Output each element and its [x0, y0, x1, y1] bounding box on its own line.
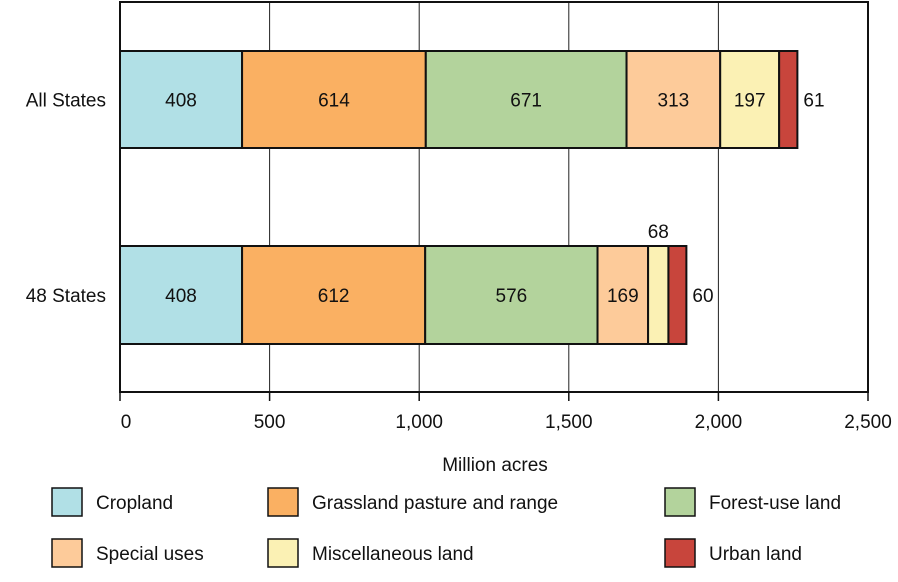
x-tick-label: 1,500: [545, 412, 593, 433]
legend-label: Miscellaneous land: [312, 544, 474, 565]
legend-label: Cropland: [96, 493, 173, 514]
category-label: 48 States: [26, 286, 106, 307]
bar-segment: [596, 245, 650, 345]
x-tick-label: 0: [121, 412, 132, 433]
x-tick-label: 2,500: [844, 412, 892, 433]
x-tick-label: 2,000: [695, 412, 743, 433]
data-label: 671: [510, 91, 542, 112]
legend-swatch: [51, 487, 83, 517]
bar-segment: [647, 245, 670, 345]
bar-segment: [119, 245, 244, 345]
data-label: 60: [692, 286, 713, 307]
bar-segment: [119, 50, 244, 149]
data-label: 68: [648, 222, 669, 243]
data-label: 408: [165, 91, 197, 112]
legend-label: Grassland pasture and range: [312, 493, 558, 514]
category-labels: All States 48 States: [26, 91, 106, 308]
legend: Cropland Grassland pasture and range Fores…: [51, 487, 841, 568]
legend-label: Urban land: [709, 544, 802, 565]
legend-swatch: [664, 487, 696, 517]
data-label: 612: [318, 286, 350, 307]
data-labels: 408 614 671 313 197 61 408 612 576 169 68 60: [165, 91, 824, 308]
data-label: 614: [318, 91, 350, 112]
legend-swatch: [267, 538, 299, 568]
legend-swatch: [267, 487, 299, 517]
plot-frame: [119, 1, 869, 393]
legend-label: Special uses: [96, 544, 204, 565]
data-label: 169: [607, 286, 639, 307]
category-label: All States: [26, 91, 106, 112]
x-axis-label: Million acres: [442, 455, 548, 476]
bar-segment: [241, 50, 427, 149]
data-label: 408: [165, 286, 197, 307]
legend-label: Forest-use land: [709, 493, 841, 514]
data-label: 313: [658, 91, 690, 112]
data-label: 197: [734, 91, 766, 112]
legend-swatch: [664, 538, 696, 568]
x-axis-ticks: 0 500 1,000 1,500 2,000 2,500: [119, 392, 892, 433]
bar-segment: [778, 50, 799, 149]
bar-segment: [625, 50, 722, 149]
bar-segments: [119, 50, 799, 345]
legend-swatch: [51, 538, 83, 568]
x-tick-label: 500: [254, 412, 286, 433]
data-label: 576: [496, 286, 528, 307]
data-label: 61: [803, 91, 824, 112]
x-tick-label: 1,000: [395, 412, 443, 433]
bar-segment: [424, 50, 628, 149]
bar-segment: [667, 245, 688, 345]
